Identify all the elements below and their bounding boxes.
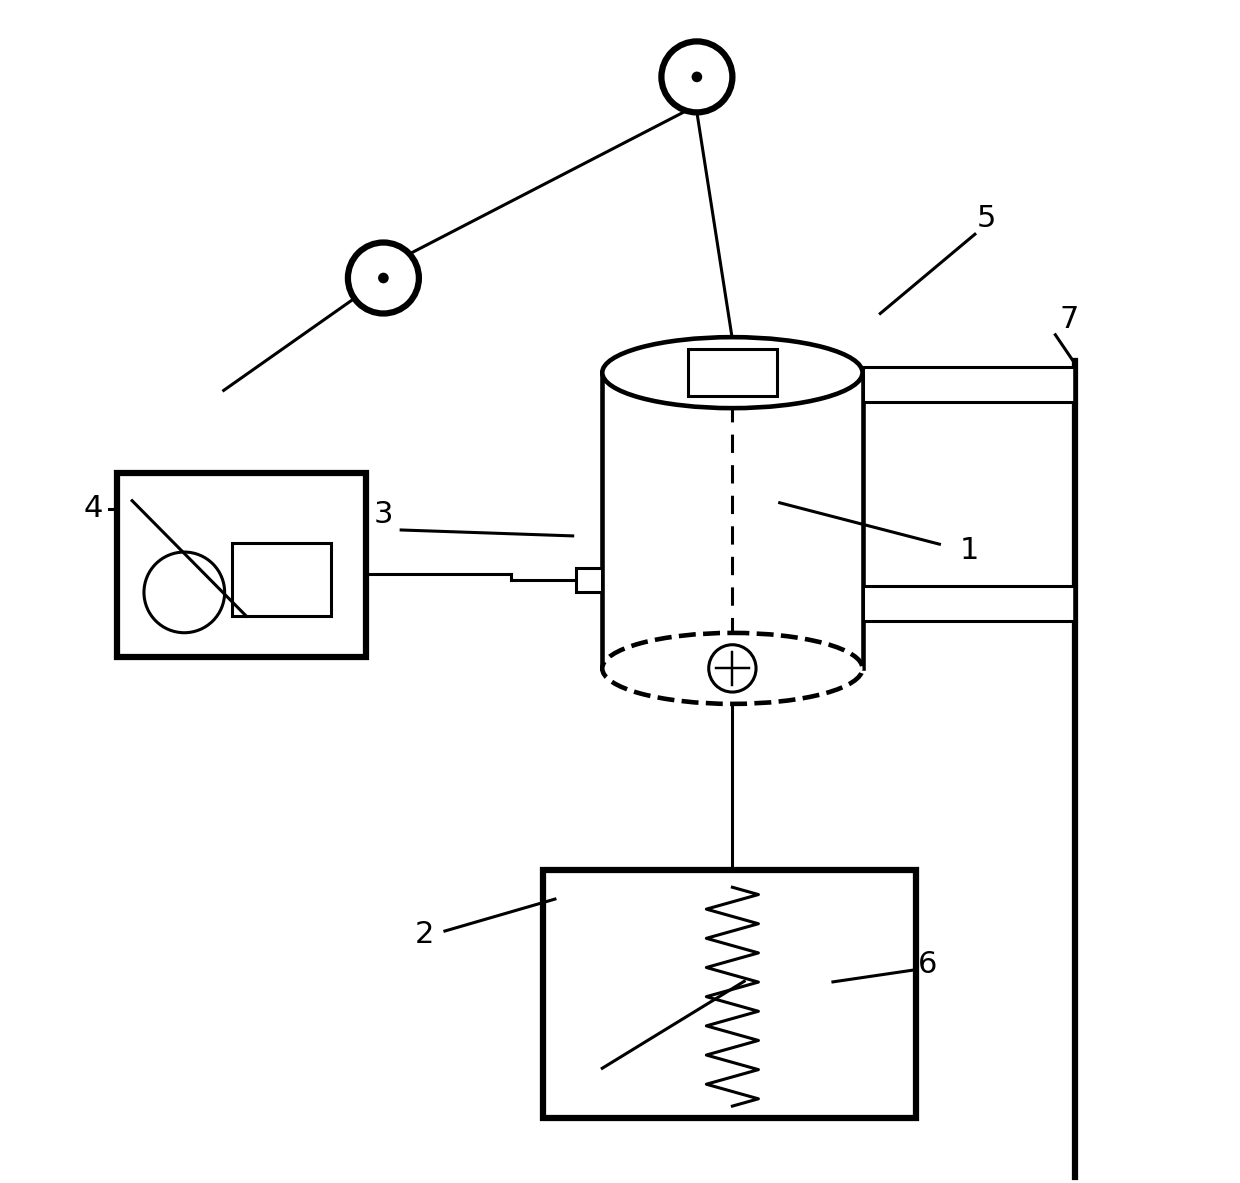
Ellipse shape xyxy=(603,633,863,704)
Bar xyxy=(577,568,603,592)
Bar xyxy=(863,586,1075,621)
Text: 3: 3 xyxy=(373,500,393,529)
Circle shape xyxy=(661,41,733,112)
Text: 4: 4 xyxy=(84,494,103,523)
Circle shape xyxy=(692,72,702,83)
Circle shape xyxy=(348,243,419,313)
Circle shape xyxy=(709,645,756,692)
Text: 7: 7 xyxy=(1060,305,1079,334)
Bar xyxy=(118,473,366,657)
Circle shape xyxy=(378,273,388,284)
Text: 1: 1 xyxy=(960,536,978,564)
Bar xyxy=(232,543,331,616)
Text: 5: 5 xyxy=(977,205,997,233)
Bar xyxy=(688,349,776,396)
Bar xyxy=(863,367,1075,402)
Ellipse shape xyxy=(603,337,863,408)
Bar xyxy=(543,870,916,1118)
Text: 2: 2 xyxy=(415,920,434,949)
Text: 6: 6 xyxy=(918,950,937,978)
